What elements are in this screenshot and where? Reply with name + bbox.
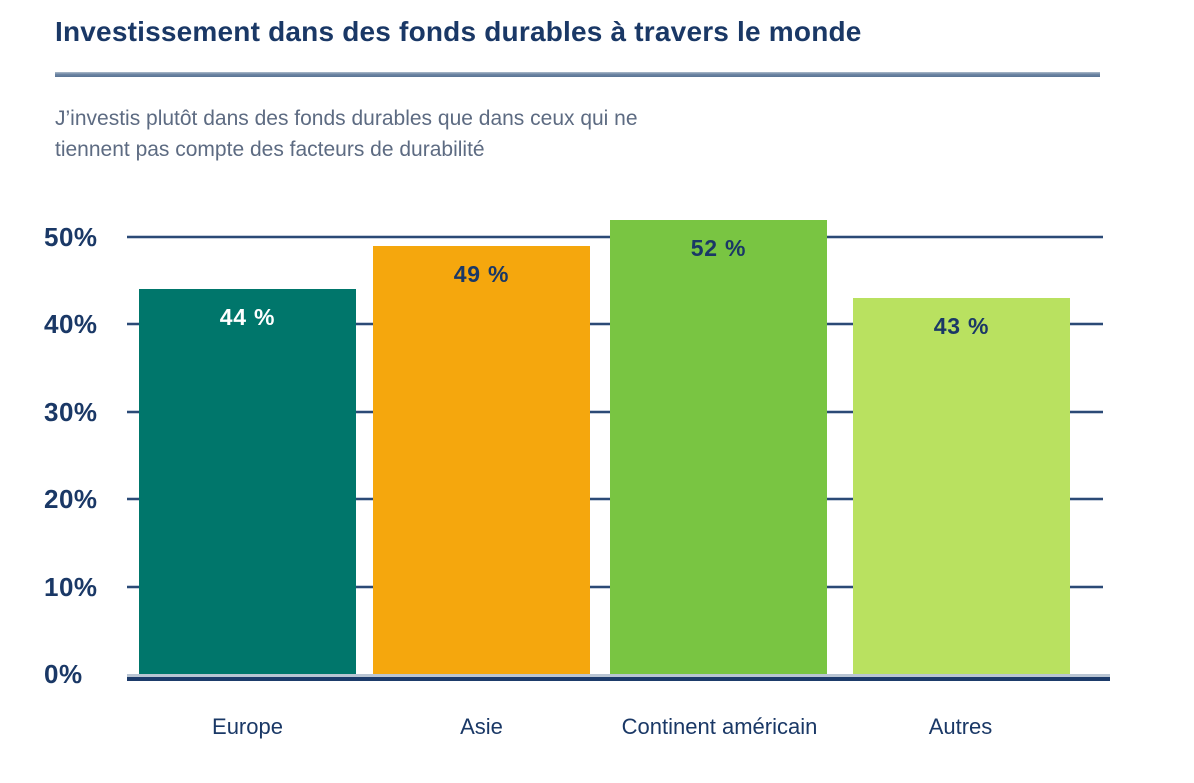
chart-subtitle-line-1: J’investis plutôt dans des fonds durable… — [55, 107, 638, 130]
bar-europe: 44 % — [139, 289, 356, 674]
bar-value-label: 49 % — [453, 261, 510, 287]
x-category-label: Asie — [460, 714, 503, 739]
x-category-label: Europe — [212, 714, 283, 739]
chart-title: Investissement dans des fonds durables à… — [55, 16, 862, 47]
x-axis-category-labels: Europe Asie Continent américain Autres — [127, 714, 1103, 748]
bar-value-label: 44 % — [219, 304, 276, 330]
bar-continent-am-ricain: 52 % — [610, 220, 827, 674]
y-tick-label-30%: 30% — [44, 397, 98, 427]
x-axis-baseline — [127, 674, 1110, 681]
bar-value-label: 52 % — [690, 235, 747, 261]
y-tick-label-0%: 0% — [44, 659, 83, 689]
bar-value-label: 43 % — [933, 313, 990, 339]
bar-chart-plot-area: 44 % 49 % 52 % 43 % — [127, 218, 1103, 674]
title-divider-rule — [55, 72, 1100, 77]
chart-subtitle: J’investis plutôt dans des fonds durable… — [55, 103, 638, 165]
bar-autres: 43 % — [853, 298, 1070, 674]
y-tick-label-50%: 50% — [44, 222, 98, 252]
chart-subtitle-line-2: tiennent pas compte des facteurs de dura… — [55, 138, 485, 161]
x-category-label: Autres — [928, 714, 993, 739]
y-tick-label-40%: 40% — [44, 309, 98, 339]
y-tick-label-10%: 10% — [44, 572, 98, 602]
y-tick-label-20%: 20% — [44, 484, 98, 514]
bar-asie: 49 % — [373, 246, 590, 674]
x-category-label: Continent américain — [621, 714, 818, 739]
